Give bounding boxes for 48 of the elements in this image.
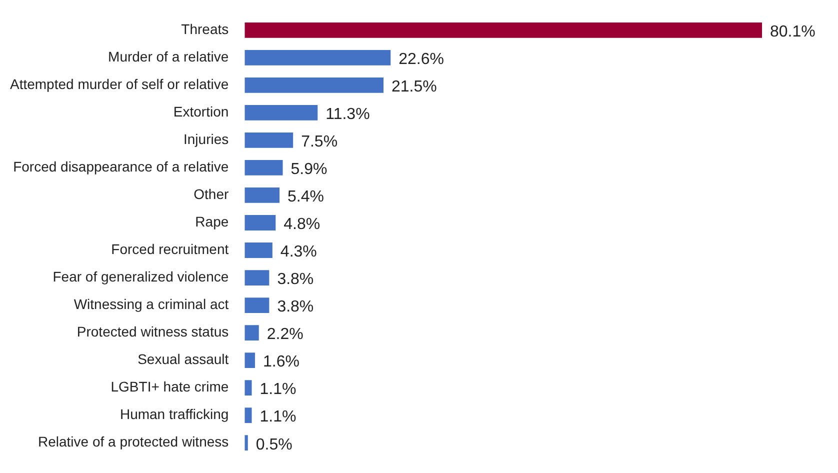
bar [244,22,762,38]
y-tick-label: Injuries [184,131,229,148]
data-label: 21.5% [392,78,437,96]
y-tick-label: Relative of a protected witness [38,434,229,450]
bar [244,352,255,368]
bar [244,215,276,230]
data-label: 22.6% [398,51,444,68]
y-tick-label: Attempted murder of self or relative [10,76,229,92]
data-label: 11.3% [326,106,370,124]
y-tick-label: Rape [195,214,229,230]
bar [244,325,259,340]
y-tick-label: Extortion [173,104,229,120]
data-label: 5.4% [288,188,324,206]
y-tick-label: Fear of generalized violence [52,268,229,285]
y-tick-label: Forced disappearance of a relative [13,158,229,175]
data-label: 0.5% [256,436,292,454]
y-tick-label: Forced recruitment [111,241,229,258]
data-label: 4.8% [284,216,320,234]
data-label: 3.8% [277,271,314,288]
bar [244,188,280,203]
data-label: 2.2% [266,326,304,344]
y-tick-label: Sexual assault [138,351,229,368]
bar [244,50,391,66]
data-label: 1.6% [262,354,300,371]
bar [244,435,248,451]
bar [244,242,272,258]
data-label: 5.9% [290,161,328,178]
data-label: 1.1% [260,381,296,398]
bar [244,160,283,176]
y-tick-label: Murder of a relative [108,48,229,65]
data-label: 7.5% [301,134,338,151]
bar [244,380,252,396]
y-tick-label: LGBTI+ hate crime [110,378,229,395]
bar [244,298,270,313]
y-tick-label: Witnessing a criminal act [74,296,229,312]
data-label: 3.8% [277,298,314,316]
y-tick-label: Other [194,186,229,202]
y-tick-label: Human trafficking [120,406,229,422]
y-tick-label: Protected witness status [76,324,229,340]
bar [244,132,294,148]
bar [244,408,252,424]
data-label: 80.1% [770,24,816,41]
data-label: 1.1% [260,408,296,426]
bar [244,104,318,120]
bar [244,77,384,93]
data-label: 4.3% [280,244,317,261]
y-tick-label: Threats [181,21,229,38]
bar [244,270,270,286]
